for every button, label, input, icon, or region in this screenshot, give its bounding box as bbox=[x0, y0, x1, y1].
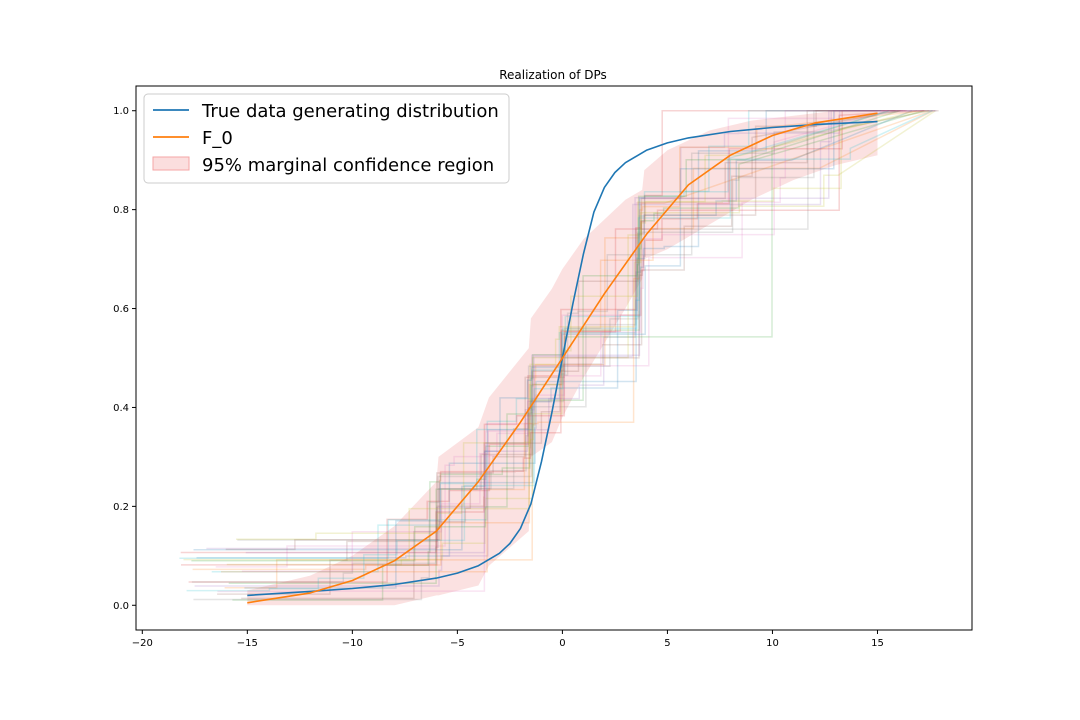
axes-frame bbox=[135, 85, 973, 631]
dp-realization-line bbox=[191, 109, 900, 562]
legend-label-true-distribution: True data generating distribution bbox=[201, 101, 499, 122]
legend-label-confidence-region: 95% marginal confidence region bbox=[202, 155, 494, 176]
dp-realization-line bbox=[192, 110, 934, 571]
x-tick-label: 15 bbox=[871, 638, 884, 649]
y-tick-label: 0.8 bbox=[113, 205, 129, 216]
dp-realizations-layer bbox=[179, 109, 939, 601]
dp-realization-line bbox=[224, 109, 932, 589]
x-axis: −20 −15 −10 −5 0 5 10 15 bbox=[132, 630, 884, 649]
dp-realization-line bbox=[215, 109, 930, 568]
legend-box bbox=[143, 93, 510, 184]
legend-label-f0: F_0 bbox=[202, 128, 233, 149]
y-tick-label: 0.2 bbox=[113, 502, 129, 513]
dp-realization-line bbox=[244, 110, 913, 589]
x-tick-label: −20 bbox=[132, 638, 153, 649]
y-tick-label: 1.0 bbox=[113, 106, 129, 117]
y-tick-label: 0.4 bbox=[113, 403, 129, 414]
dp-realization-line bbox=[228, 109, 924, 584]
dp-realization-line bbox=[179, 109, 881, 560]
dp-realization-line bbox=[217, 109, 905, 593]
x-tick-label: −10 bbox=[342, 638, 363, 649]
x-tick-label: −5 bbox=[450, 638, 465, 649]
dp-realization-line bbox=[226, 109, 918, 566]
dp-realization-line bbox=[181, 109, 907, 566]
dp-realization-line bbox=[245, 109, 937, 554]
legend-swatch-confidence-region bbox=[152, 156, 190, 171]
dp-realization-line bbox=[211, 109, 890, 573]
dp-realization-line bbox=[191, 109, 896, 583]
dp-realization-line bbox=[217, 109, 879, 595]
dp-realization-line bbox=[236, 109, 929, 541]
x-tick-label: −15 bbox=[237, 638, 258, 649]
dp-realization-line bbox=[183, 110, 936, 561]
dp-realization-line bbox=[237, 109, 899, 541]
dp-realization-line bbox=[241, 109, 902, 600]
x-tick-label: 5 bbox=[664, 638, 670, 649]
dp-realization-line bbox=[193, 109, 882, 551]
legend: True data generating distribution F_0 95… bbox=[143, 93, 510, 184]
y-tick-label: 0.0 bbox=[113, 601, 129, 612]
y-axis: 0.0 0.2 0.4 0.6 0.8 1.0 bbox=[113, 106, 136, 612]
dp-realization-line bbox=[221, 109, 926, 573]
dp-realization-line bbox=[188, 109, 895, 583]
dp-realization-line bbox=[193, 109, 930, 601]
x-tick-label: 10 bbox=[766, 638, 779, 649]
dp-realization-line bbox=[186, 110, 933, 592]
dp-realization-line bbox=[196, 109, 903, 559]
dp-realization-line bbox=[206, 109, 935, 550]
plot-area bbox=[179, 109, 939, 606]
dp-realization-line bbox=[225, 109, 939, 551]
series-layer bbox=[247, 112, 878, 604]
dp-realization-line bbox=[180, 109, 925, 554]
dp-realization-line bbox=[194, 109, 896, 587]
chart-title: Realization of DPs bbox=[499, 68, 607, 82]
y-tick-label: 0.6 bbox=[113, 304, 129, 315]
x-tick-label: 0 bbox=[559, 638, 565, 649]
series-f0-line bbox=[247, 112, 878, 604]
